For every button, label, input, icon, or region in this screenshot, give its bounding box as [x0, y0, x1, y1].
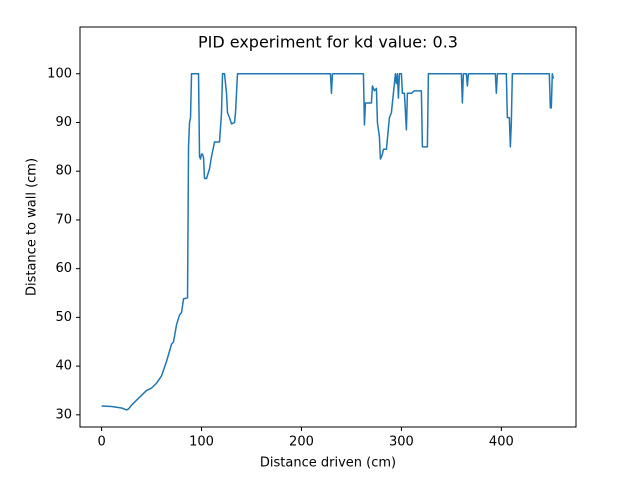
- y-tick-label: 100: [47, 66, 72, 81]
- y-tick-label: 40: [55, 359, 72, 374]
- y-tick-label: 80: [55, 164, 72, 179]
- x-axis-label: Distance driven (cm): [260, 456, 396, 471]
- x-tick-label: 0: [97, 435, 105, 450]
- x-tick-label: 300: [389, 435, 414, 450]
- y-tick-label: 60: [55, 261, 72, 276]
- x-tick-label: 400: [489, 435, 514, 450]
- y-tick-label: 50: [55, 310, 72, 325]
- y-tick-label: 30: [55, 407, 72, 422]
- x-tick-label: 200: [289, 435, 314, 450]
- x-tick-label: 100: [189, 435, 214, 450]
- y-tick-label: 70: [55, 212, 72, 227]
- y-tick-label: 90: [55, 115, 72, 130]
- chart-title: PID experiment for kd value: 0.3: [198, 33, 458, 52]
- axes-frame: [79, 26, 577, 428]
- y-axis-label: Distance to wall (cm): [25, 158, 40, 296]
- data-line: [101, 73, 555, 411]
